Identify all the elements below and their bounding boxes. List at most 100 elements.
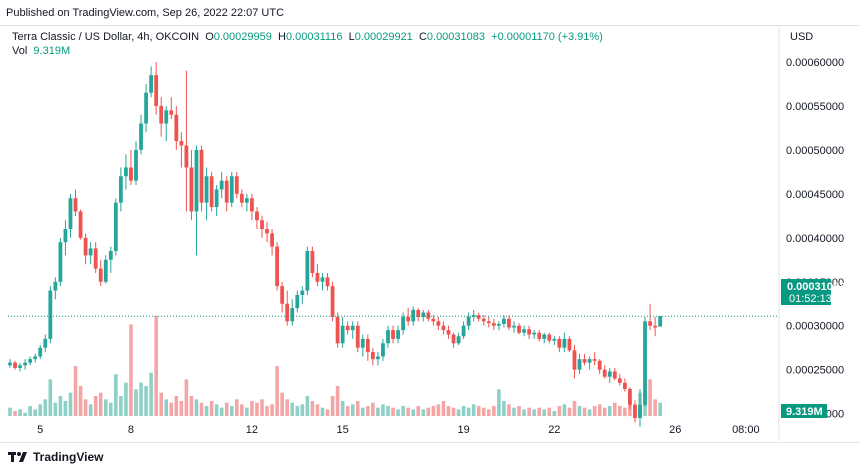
candle[interactable] [48, 286, 53, 344]
candle[interactable] [512, 321, 516, 333]
candle[interactable] [542, 332, 547, 344]
candle[interactable] [250, 193, 254, 221]
candle[interactable] [522, 325, 526, 337]
candle[interactable] [174, 105, 179, 150]
candle[interactable] [648, 303, 652, 331]
candle[interactable] [265, 221, 269, 243]
candle[interactable] [18, 362, 22, 372]
candle[interactable] [360, 334, 365, 357]
candle[interactable] [229, 171, 234, 208]
candle[interactable] [426, 309, 431, 322]
candle[interactable] [179, 132, 184, 168]
candle[interactable] [502, 315, 506, 328]
candle[interactable] [461, 321, 466, 339]
candle[interactable] [295, 290, 300, 313]
candle[interactable] [416, 308, 421, 322]
candle[interactable] [118, 167, 123, 212]
candle[interactable] [421, 309, 426, 322]
candle[interactable] [386, 325, 390, 348]
candle[interactable] [199, 145, 204, 212]
candle[interactable] [300, 286, 305, 304]
candle[interactable] [617, 374, 622, 386]
candle[interactable] [370, 347, 375, 366]
candle[interactable] [58, 237, 63, 287]
candle[interactable] [189, 149, 194, 221]
candle[interactable] [124, 154, 128, 190]
candle[interactable] [562, 332, 567, 353]
candle[interactable] [582, 353, 587, 366]
candle[interactable] [643, 316, 647, 407]
candle[interactable] [552, 336, 557, 346]
candle[interactable] [406, 308, 411, 326]
candle[interactable] [204, 167, 209, 221]
candle[interactable] [184, 70, 189, 212]
candle[interactable] [73, 189, 78, 216]
candle[interactable] [275, 242, 280, 291]
candle[interactable] [436, 316, 441, 331]
candle[interactable] [335, 312, 340, 348]
candle[interactable] [144, 83, 148, 133]
candle[interactable] [244, 193, 249, 212]
candle[interactable] [239, 189, 244, 208]
candle[interactable] [633, 400, 637, 423]
candle[interactable] [315, 264, 320, 287]
candle[interactable] [622, 378, 627, 392]
candle[interactable] [83, 233, 88, 265]
candle[interactable] [466, 312, 471, 331]
candle[interactable] [98, 259, 103, 287]
candle[interactable] [381, 338, 385, 361]
candle[interactable] [8, 359, 12, 368]
candle[interactable] [224, 176, 229, 212]
candle[interactable] [310, 246, 315, 278]
candle[interactable] [491, 318, 496, 331]
candle[interactable] [486, 316, 491, 328]
candle[interactable] [658, 316, 663, 327]
candle[interactable] [653, 316, 658, 337]
candle[interactable] [532, 330, 537, 339]
candle[interactable] [139, 114, 143, 155]
candle[interactable] [149, 66, 154, 98]
candle[interactable] [376, 352, 380, 366]
candle[interactable] [557, 336, 562, 353]
candle[interactable] [219, 171, 224, 199]
candle[interactable] [401, 312, 406, 335]
candle[interactable] [527, 325, 532, 339]
candle[interactable] [607, 367, 612, 383]
candle[interactable] [481, 315, 486, 326]
candle[interactable] [290, 299, 295, 326]
candle[interactable] [355, 321, 360, 353]
candle[interactable] [517, 323, 521, 335]
candle[interactable] [547, 332, 552, 344]
candle[interactable] [305, 246, 310, 295]
candle[interactable] [28, 356, 33, 366]
candle[interactable] [456, 332, 461, 346]
candle[interactable] [391, 325, 395, 344]
candle[interactable] [255, 207, 259, 230]
candle[interactable] [451, 332, 456, 348]
candle[interactable] [68, 193, 73, 238]
candle[interactable] [612, 367, 617, 381]
candle[interactable] [78, 209, 83, 240]
candle[interactable] [134, 141, 138, 186]
candle[interactable] [63, 220, 68, 256]
candle[interactable] [23, 359, 28, 370]
candle[interactable] [592, 352, 597, 366]
candle[interactable] [260, 215, 264, 238]
candle[interactable] [441, 321, 446, 335]
candle[interactable] [43, 334, 48, 353]
candle[interactable] [103, 255, 108, 284]
candle[interactable] [597, 359, 602, 375]
candle[interactable] [340, 316, 345, 348]
candle[interactable] [431, 315, 436, 326]
candle[interactable] [537, 330, 542, 342]
candle[interactable] [350, 321, 355, 339]
candle[interactable] [38, 345, 43, 360]
candle[interactable] [214, 185, 219, 216]
candle[interactable] [567, 336, 572, 353]
candle[interactable] [280, 281, 285, 313]
candle[interactable] [496, 321, 501, 331]
candle[interactable] [234, 171, 239, 199]
candle[interactable] [365, 334, 370, 361]
candle[interactable] [471, 309, 476, 322]
candle[interactable] [108, 246, 113, 273]
